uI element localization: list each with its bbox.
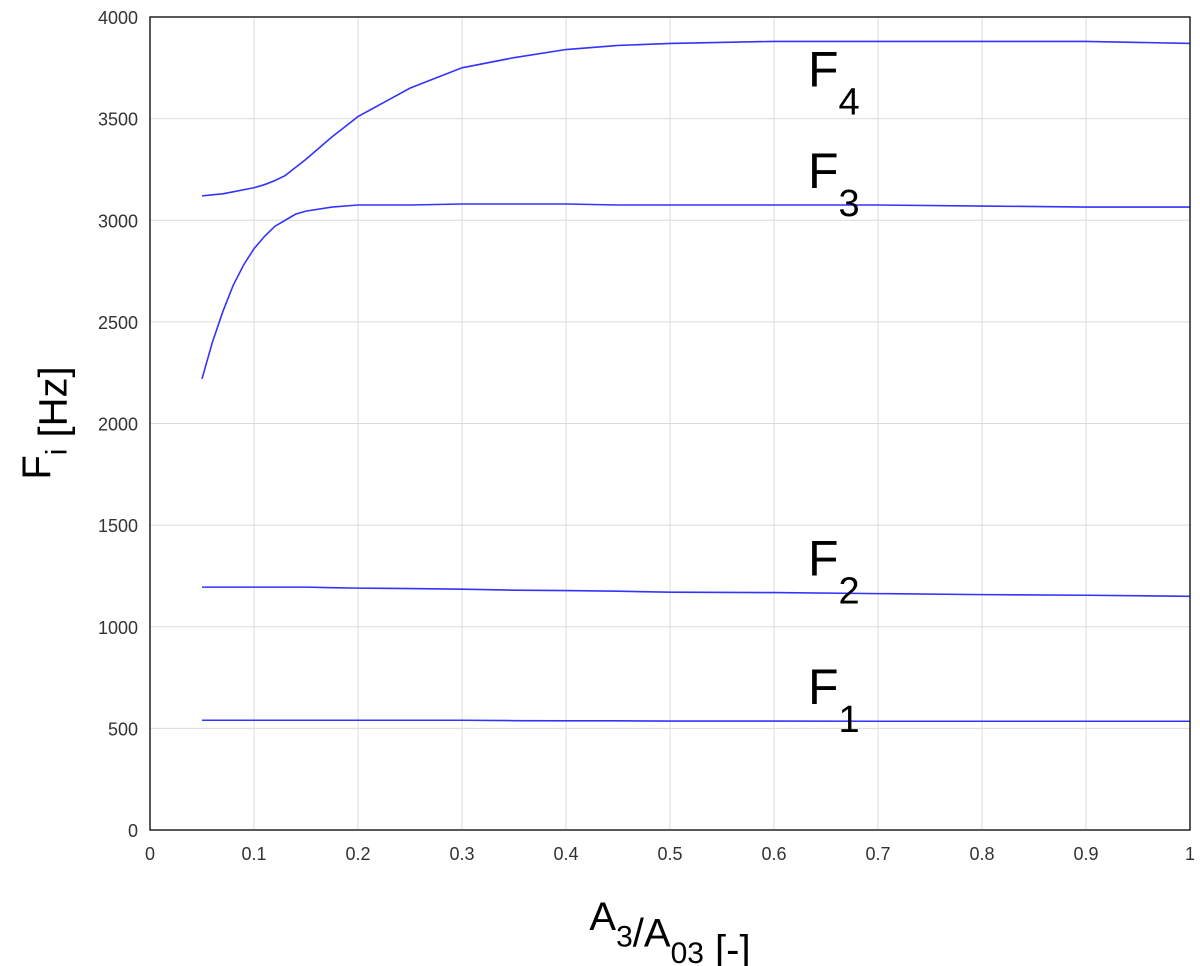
x-tick-label: 0.8 [969, 844, 994, 864]
plot-frame [149, 16, 1191, 831]
x-tick-label: 0.4 [553, 844, 578, 864]
series-line [202, 586, 1191, 598]
series-label-sub: 1 [839, 699, 860, 741]
series-label-sub: 3 [839, 183, 860, 225]
series-label: F2 [808, 531, 860, 613]
series-line [201, 203, 1190, 380]
y-tick-label: 3500 [98, 110, 138, 130]
x-axis-label-sub: 3 [616, 921, 633, 954]
labels: 0 0.1 0.2 0.3 0.4 0.5 0.6 0.7 0.8 0.9 1 0 500 1000 150… [15, 8, 1195, 966]
x-axis-label: A3/A03 [-] [589, 895, 750, 966]
y-tick-label: 4000 [98, 8, 138, 28]
y-tick-label: 0 [128, 821, 138, 841]
x-axis-label-text: /A [633, 912, 671, 956]
x-axis-label-sub: 03 [671, 937, 704, 966]
series-label-sub: 4 [839, 81, 860, 123]
series-label-sub: 2 [839, 571, 860, 613]
series-label: F1 [808, 659, 860, 741]
y-tick-label: 500 [108, 719, 138, 739]
series-label-text: F [808, 143, 839, 199]
y-tick-label: 1500 [98, 516, 138, 536]
y-axis-label-sub: i [41, 449, 74, 456]
y-tick-label: 2500 [98, 313, 138, 333]
x-tick-label: 1 [1185, 844, 1195, 864]
y-tick-label: 3000 [98, 211, 138, 231]
series-label-text: F [808, 41, 839, 97]
series-label: F4 [808, 41, 860, 123]
y-axis-label-text: [Hz] [32, 366, 76, 448]
x-tick-label: 0.7 [865, 844, 890, 864]
x-tick-label: 0.9 [1073, 844, 1098, 864]
x-tick-label: 0.5 [657, 844, 682, 864]
series-line [201, 40, 1191, 197]
x-tick-label: 0.1 [241, 844, 266, 864]
x-axis-label-text: [-] [704, 928, 751, 966]
series-label: F3 [808, 143, 860, 225]
y-axis-label: Fi [Hz] [15, 366, 76, 479]
x-tick-label: 0.6 [761, 844, 786, 864]
x-tick-label: 0 [145, 844, 155, 864]
x-axis-label-text: A [589, 895, 616, 939]
y-tick-label: 2000 [98, 415, 138, 435]
series-label-text: F [808, 659, 839, 715]
x-tick-label: 0.3 [449, 844, 474, 864]
lines [201, 40, 1191, 723]
x-tick-label: 0.2 [345, 844, 370, 864]
y-tick-label: 1000 [98, 618, 138, 638]
series-label-text: F [808, 531, 839, 587]
series-line [202, 719, 1190, 723]
y-axis-label-text: F [15, 455, 59, 479]
